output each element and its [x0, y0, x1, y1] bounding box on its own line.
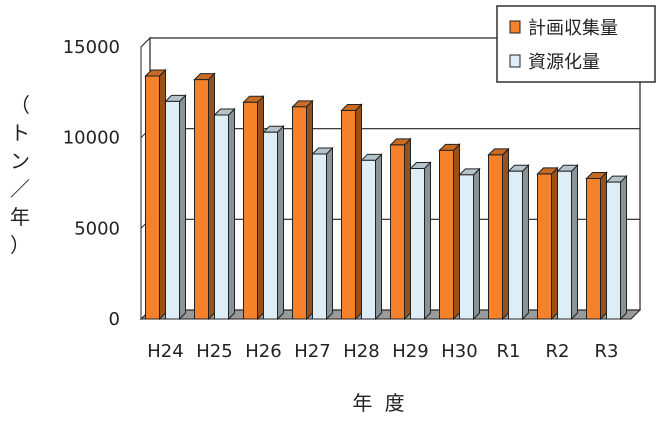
bar-side: [522, 164, 529, 321]
bar-planned: [341, 109, 356, 320]
bar-side: [571, 164, 578, 321]
bar-recycled: [165, 100, 180, 320]
legend-swatch: [509, 20, 521, 34]
bar-planned: [390, 144, 405, 320]
bar-recycled: [312, 153, 327, 320]
bar-planned: [488, 154, 503, 320]
y-tick-label: 0: [109, 309, 120, 330]
bar-planned: [292, 106, 307, 320]
x-tick-label: R3: [595, 341, 619, 362]
bar-planned: [145, 75, 160, 320]
bar-side: [228, 107, 235, 321]
bar-side: [551, 166, 558, 321]
bar-planned: [439, 149, 454, 320]
x-tick-label: H28: [343, 341, 379, 362]
x-tick-label: H25: [196, 341, 232, 362]
bar-planned: [537, 173, 552, 320]
x-tick-label: H30: [441, 341, 477, 362]
y-axis-title-char: ト: [10, 121, 30, 145]
x-tick-label: H26: [245, 341, 281, 362]
legend: [496, 5, 656, 83]
x-tick-label: H24: [147, 341, 183, 362]
y-axis-title-char: ）: [10, 233, 30, 257]
bar-side: [355, 103, 362, 321]
legend-label: 計画収集量: [528, 18, 618, 39]
y-tick-label: 15000: [63, 37, 120, 58]
bar-recycled: [410, 167, 425, 320]
bar-side: [375, 153, 382, 321]
y-tick-label: 5000: [74, 218, 120, 239]
x-tick-label: R2: [546, 341, 570, 362]
bar-side: [257, 95, 264, 321]
x-axis-title: 年 度: [352, 391, 407, 415]
bar-recycled: [459, 174, 474, 320]
x-tick-label: R1: [497, 341, 521, 362]
y-axis-title-char: ／: [10, 177, 30, 201]
bar-side: [277, 125, 284, 321]
bar-side: [326, 146, 333, 321]
bar-side: [600, 171, 607, 321]
bar-side: [159, 68, 166, 321]
y-tick-label: 10000: [63, 128, 120, 149]
y-axis-title-char: 年: [10, 205, 30, 229]
bar-side: [502, 147, 509, 321]
bar-recycled: [263, 131, 278, 320]
x-tick-label: H29: [392, 341, 428, 362]
y-axis-title-char: ン: [10, 149, 30, 173]
bar-side: [620, 174, 627, 321]
bar-recycled: [361, 159, 376, 320]
y-axis-title-char: （: [10, 93, 30, 117]
legend-swatch: [509, 54, 521, 68]
bar-planned: [586, 177, 601, 320]
bar-planned: [243, 101, 258, 320]
bar-side: [424, 161, 431, 321]
x-tick-label: H27: [294, 341, 330, 362]
bar-recycled: [508, 170, 523, 320]
bar-side: [306, 99, 313, 321]
legend-label: 資源化量: [528, 52, 600, 73]
bar-recycled: [606, 181, 621, 320]
bar-recycled: [557, 170, 572, 320]
bar-recycled: [214, 114, 229, 320]
bar-side: [404, 137, 411, 321]
bar-side: [179, 94, 186, 321]
bar-side: [208, 72, 215, 321]
bar-planned: [194, 79, 209, 320]
bar-side: [473, 167, 480, 321]
bar-side: [453, 143, 460, 321]
